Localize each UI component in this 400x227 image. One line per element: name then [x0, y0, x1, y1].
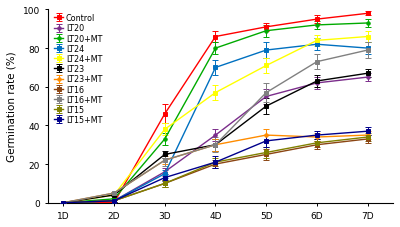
Legend: Control, LT20, LT20+MT, LT24, LT24+MT, LT23, LT23+MT, LT16, LT16+MT, LT15, LT15+: Control, LT20, LT20+MT, LT24, LT24+MT, L… [52, 12, 104, 126]
Y-axis label: Germination rate (%): Germination rate (%) [7, 52, 17, 162]
